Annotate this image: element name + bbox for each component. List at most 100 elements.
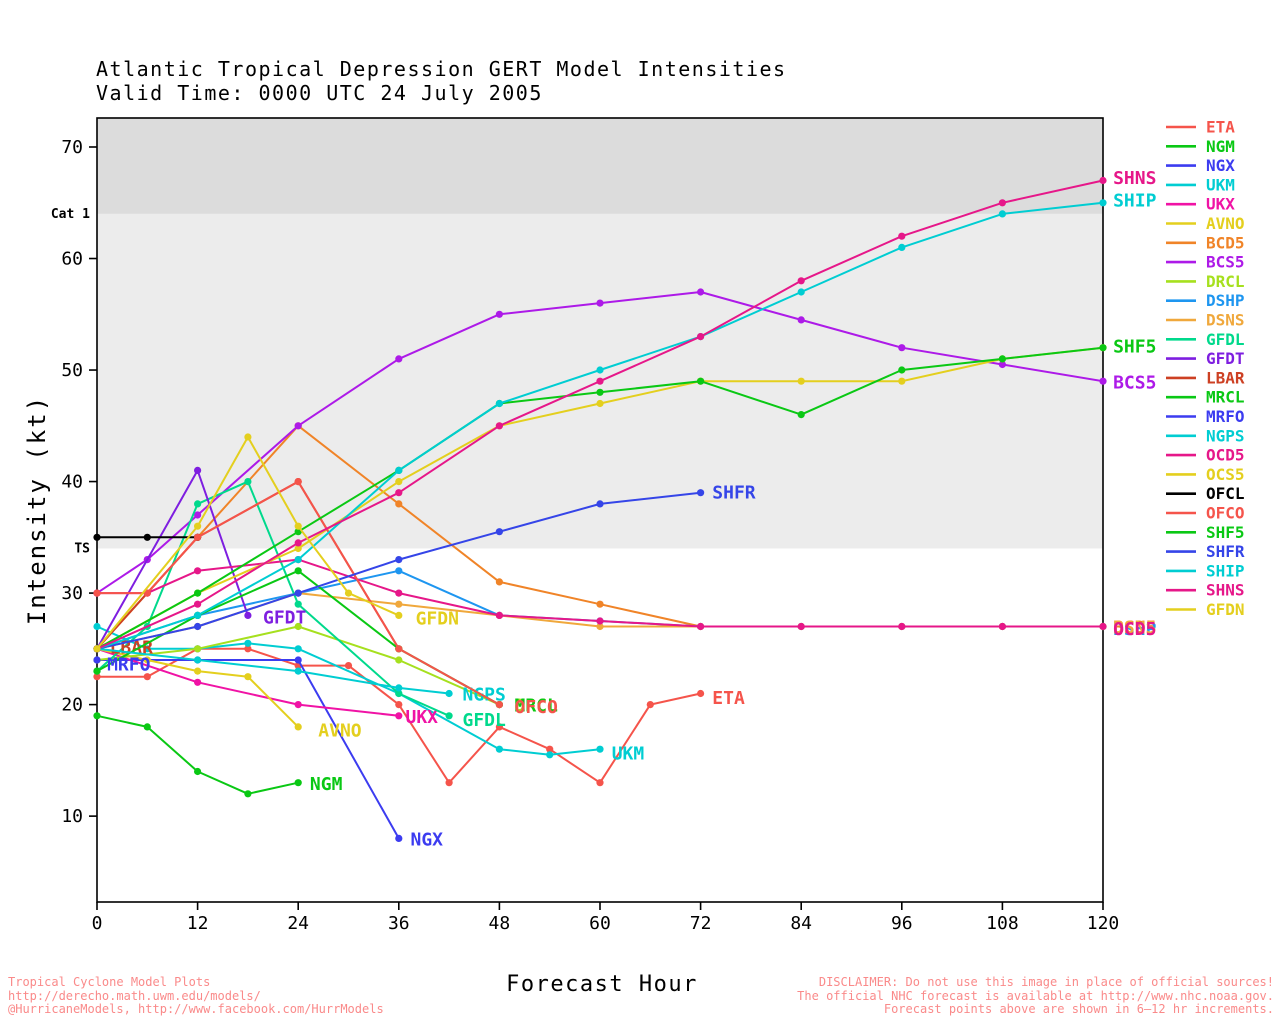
legend-label-GFDN: GFDN <box>1206 600 1245 619</box>
series-point-OFCL <box>143 533 151 541</box>
legend-label-AVNO: AVNO <box>1206 214 1245 233</box>
series-point-DRCL <box>194 645 202 653</box>
series-point-GFDN <box>93 645 101 653</box>
series-GFDT: GFDT <box>93 466 307 653</box>
y-tick-label: 70 <box>61 137 83 158</box>
series-point-AVNO <box>143 656 151 664</box>
series-point-SHIP <box>596 366 604 374</box>
legend-label-OCD5: OCD5 <box>1206 446 1245 465</box>
series-point-SHIP <box>294 556 302 564</box>
legend-item-GFDN: GFDN <box>1166 600 1245 619</box>
series-point-SHIP <box>395 466 403 474</box>
series-point-NGPS <box>294 667 302 675</box>
series-point-UKM <box>294 645 302 653</box>
band-cat-1 <box>97 118 1103 214</box>
series-point-NGM <box>194 767 202 776</box>
series-point-SHF5 <box>1099 344 1107 352</box>
series-point-OCD5 <box>495 611 503 620</box>
legend-item-MRFO: MRFO <box>1166 407 1245 426</box>
series-point-GFDN <box>294 522 302 530</box>
series-point-SHIP <box>194 611 202 620</box>
series-point-SHF5 <box>998 355 1007 363</box>
legend-item-OFCO: OFCO <box>1166 504 1245 523</box>
series-point-NGX <box>294 656 302 664</box>
series-point-GFDL <box>294 600 302 608</box>
series-label-MRCL: MRCL <box>515 696 559 717</box>
legend-label-LBAR: LBAR <box>1206 368 1245 387</box>
series-point-SHNS <box>898 232 906 240</box>
series-point-SHNS <box>596 377 604 385</box>
x-tick-label: 36 <box>388 913 410 934</box>
legend-item-SHNS: SHNS <box>1166 581 1245 600</box>
series-label-GFDL: GFDL <box>463 710 507 731</box>
series-MRFO: MRFO <box>93 655 151 676</box>
series-point-NGPS <box>445 689 453 698</box>
series-point-OCS5 <box>596 399 604 408</box>
series-point-SHFR <box>697 489 705 497</box>
series-point-OCS5 <box>797 377 805 385</box>
legend-label-UKX: UKX <box>1206 195 1235 214</box>
series-point-AVNO <box>194 667 202 675</box>
series-point-BCS5 <box>294 422 302 430</box>
series-point-GFDT <box>244 611 252 620</box>
series-GFDN: GFDN <box>93 433 459 653</box>
series-point-BCD5 <box>596 600 604 608</box>
y-tick-label: 60 <box>61 249 83 270</box>
band-label-cat-1: Cat 1 <box>51 207 90 222</box>
series-point-BCS5 <box>797 316 805 324</box>
legend-item-AVNO: AVNO <box>1166 214 1245 233</box>
series-point-UKM <box>546 751 554 759</box>
series-point-ETA <box>143 673 151 681</box>
series-point-BCS5 <box>1099 377 1107 385</box>
legend-label-ETA: ETA <box>1206 118 1235 137</box>
series-SHFR: SHFR <box>93 483 756 653</box>
series-point-AVNO <box>294 723 302 731</box>
series-point-OFCO <box>194 533 202 541</box>
series-point-SHFR <box>194 622 202 631</box>
series-point-GFDL <box>244 478 252 486</box>
band-label-ts: TS <box>74 541 90 556</box>
series-point-UKM <box>244 639 252 647</box>
legend-label-NGX: NGX <box>1206 156 1235 175</box>
series-point-SHF5 <box>797 411 805 419</box>
series-label-SHFR: SHFR <box>712 483 756 504</box>
legend-item-LBAR: LBAR <box>1166 368 1245 387</box>
legend-label-SHFR: SHFR <box>1206 542 1245 561</box>
series-point-GFDL <box>194 500 202 508</box>
series-label-UKX: UKX <box>406 707 439 728</box>
disclaimer-line3: Forecast points above are shown in 6–12 … <box>883 1002 1274 1016</box>
series-point-OCD5 <box>194 567 202 575</box>
legend-label-DSNS: DSNS <box>1206 311 1245 330</box>
series-point-ETA <box>93 673 101 681</box>
disclaimer-block: DISCLAIMER: Do not use this image in pla… <box>797 975 1274 1017</box>
series-point-DRCL <box>294 622 302 631</box>
series-point-SHF5 <box>194 589 202 597</box>
x-tick-label: 48 <box>489 913 511 934</box>
series-point-SHIP <box>1099 199 1107 207</box>
series-point-GFDL <box>395 689 403 698</box>
series-label-SHF5: SHF5 <box>1113 337 1156 358</box>
series-point-SHF5 <box>697 377 705 385</box>
series-point-ETA <box>445 779 453 787</box>
series-point-OCD5 <box>697 622 705 631</box>
series-point-OCD5 <box>898 622 906 631</box>
y-tick-label: 10 <box>61 806 83 827</box>
series-SHNS: SHNS <box>93 168 1156 653</box>
x-tick-label: 12 <box>187 913 209 934</box>
legend-item-ETA: ETA <box>1166 118 1235 137</box>
series-label-NGX: NGX <box>411 830 444 851</box>
series-point-ETA <box>244 645 252 653</box>
series-point-SHNS <box>697 333 705 341</box>
credits-line: Tropical Cyclone Model Plots <box>8 975 211 989</box>
series-point-UKX <box>395 712 403 720</box>
x-axis-title: Forecast Hour <box>506 972 698 997</box>
legend-item-GFDT: GFDT <box>1166 349 1245 368</box>
series-label-DSHP: DSHP <box>1113 619 1157 640</box>
series-point-BCS5 <box>998 360 1007 369</box>
legend-item-NGM: NGM <box>1166 137 1235 156</box>
series-point-SHFR <box>395 556 403 564</box>
series-point-BCS5 <box>898 344 906 352</box>
legend-item-DSHP: DSHP <box>1166 291 1245 310</box>
series-point-DSHP <box>395 567 403 575</box>
